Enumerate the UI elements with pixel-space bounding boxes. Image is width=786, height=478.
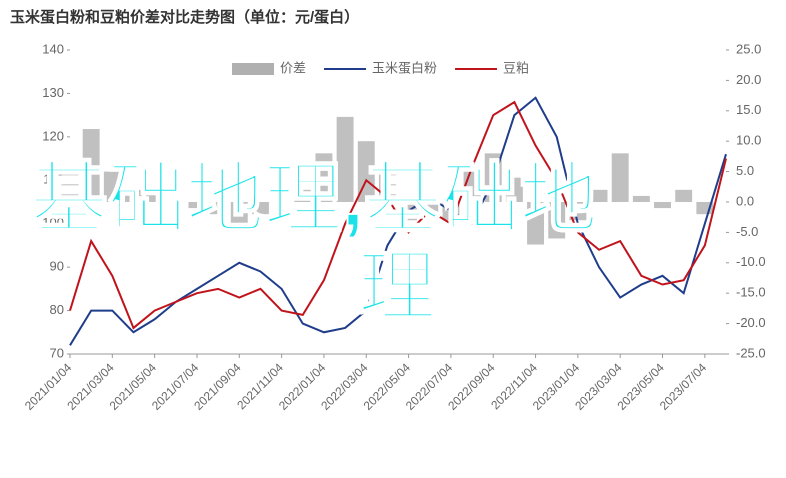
legend-label: 豆粕 (503, 60, 529, 75)
spread-bar (527, 202, 545, 245)
spread-bar (209, 202, 227, 215)
y-tick-label: 90 (50, 259, 64, 274)
overlay-text: 基础地理,基础地 (30, 155, 598, 243)
spread-bar (336, 116, 354, 202)
y2-tick-label: -20.0 (736, 315, 766, 330)
spread-bar (611, 153, 629, 202)
spread-bar (103, 171, 121, 202)
spread-bar (548, 202, 566, 239)
spread-bar (294, 189, 312, 202)
legend-label: 玉米蛋白粉 (372, 60, 437, 75)
spread-bar (230, 202, 248, 233)
legend-swatch (232, 63, 274, 75)
y2-tick-label: 20.0 (736, 72, 761, 87)
spread-bar (125, 189, 142, 202)
spread-bar (146, 189, 164, 202)
spread-bar (590, 189, 608, 202)
spread-bar (61, 171, 79, 202)
y2-tick-label: 0.0 (736, 193, 754, 208)
y-tick-label: 140 (42, 41, 64, 56)
spread-bar (251, 202, 269, 215)
overlay-text: 理 (358, 243, 436, 331)
spread-bar (188, 202, 206, 209)
spread-bar (675, 189, 693, 202)
spread-bar (463, 165, 481, 202)
spread-bar (505, 177, 523, 202)
y-tick-label: 70 (50, 345, 64, 360)
y2-tick-label: -15.0 (736, 285, 766, 300)
spread-bar (654, 202, 671, 209)
y-tick-label: 110 (43, 172, 64, 187)
y2-tick-label: -10.0 (736, 254, 766, 269)
legend-label: 价差 (280, 60, 306, 75)
series-line (69, 100, 727, 330)
y2-tick-label: 25.0 (736, 41, 761, 56)
y2-tick-label: -5.0 (736, 224, 758, 239)
y-tick-label: 100 (42, 215, 64, 230)
y2-tick-label: 5.0 (736, 163, 754, 178)
y-tick-label: 130 (42, 85, 64, 100)
y2-tick-label: 15.0 (736, 102, 761, 117)
chart-title: 玉米蛋白粉和豆粕价差对比走势图（单位：元/蛋白） (10, 8, 359, 26)
y2-tick-label: -25.0 (736, 345, 766, 360)
spread-bar (315, 153, 333, 202)
y2-tick-label: 10.0 (736, 133, 761, 148)
spread-bar (632, 195, 650, 202)
y-tick-label: 80 (50, 302, 64, 317)
y-tick-label: 120 (42, 128, 64, 143)
x-tick-label: 2023/07/04 (657, 360, 710, 413)
spread-bar (421, 202, 439, 215)
spread-bar (82, 129, 100, 202)
